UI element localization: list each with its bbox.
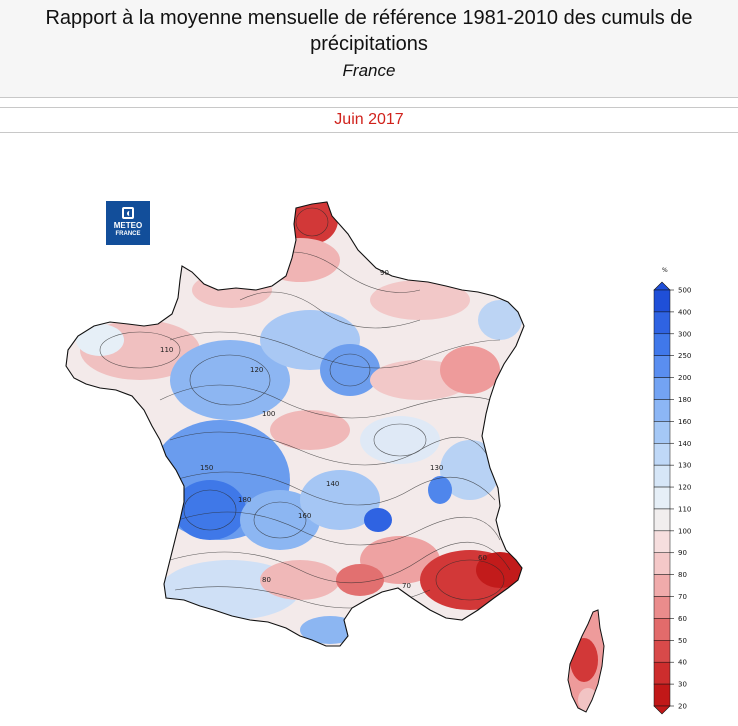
- legend-tick-label: 90: [678, 549, 687, 557]
- legend-color-band: [653, 464, 671, 488]
- legend-color-band: [653, 399, 671, 422]
- legend-color-band: [653, 289, 671, 313]
- legend-color-band: [653, 683, 671, 707]
- legend-tick-label: 300: [678, 330, 691, 338]
- legend-color-band: [653, 574, 671, 597]
- contour-label: 110: [160, 346, 173, 354]
- legend-color-band: [653, 508, 671, 532]
- legend-color-band: [653, 640, 671, 663]
- legend-tick-label: 160: [678, 418, 691, 426]
- corse-outline: [567, 609, 605, 713]
- france-fill: [66, 202, 524, 646]
- legend-color-band: [653, 618, 671, 641]
- france-outline: [65, 201, 525, 647]
- legend-tick-label: 400: [678, 308, 691, 316]
- legend-unit: %: [662, 267, 668, 274]
- legend-color-band: [653, 530, 671, 553]
- legend-color-band: [653, 377, 671, 400]
- legend-color-band: [653, 311, 671, 335]
- legend-tick-label: 70: [678, 593, 687, 601]
- legend-tick-label: 60: [678, 615, 687, 623]
- legend-tick-label: 140: [678, 440, 691, 448]
- legend-color-band: [653, 596, 671, 619]
- france-precipitation-map: 90 120 100 160 180 80 70 60 110 130 140 …: [65, 201, 605, 713]
- legend-tick-label: 250: [678, 352, 691, 360]
- header: Rapport à la moyenne mensuelle de référe…: [0, 0, 738, 98]
- meteo-france-logo: METEO FRANCE: [106, 201, 150, 245]
- contour-label: 140: [326, 480, 339, 488]
- legend-tick-label: 50: [678, 637, 687, 645]
- contour-label: 160: [298, 512, 311, 520]
- map-area: 90 120 100 160 180 80 70 60 110 130 140 …: [0, 140, 738, 726]
- legend-color-band: [653, 421, 671, 444]
- legend-color-band: [653, 661, 671, 685]
- legend-tick-label: 30: [678, 681, 687, 689]
- legend-tick-label: 130: [678, 462, 691, 470]
- legend-color-band: [653, 486, 671, 510]
- contour-label: 130: [430, 464, 443, 472]
- meteo-france-logo-icon: [122, 207, 134, 219]
- legend-tick-label: 500: [678, 287, 691, 295]
- legend-tick-label: 180: [678, 396, 691, 404]
- legend-tick-label: 110: [678, 505, 691, 513]
- legend-tick-label: 100: [678, 527, 691, 535]
- contour-value-labels: 90 120 100 160 180 80 70 60 110 130 140 …: [160, 269, 487, 590]
- contour-label: 180: [238, 496, 251, 504]
- legend-arrow-top: [653, 281, 671, 291]
- logo-text-line2: FRANCE: [115, 231, 141, 237]
- legend-arrow-bottom: [653, 705, 671, 715]
- contour-label: 80: [262, 576, 271, 584]
- period-label: Juin 2017: [0, 107, 738, 133]
- contour-label: 70: [402, 582, 411, 590]
- legend-tick-label: 80: [678, 571, 687, 579]
- contour-label: 150: [200, 464, 213, 472]
- logo-text-line1: METEO: [113, 221, 143, 230]
- contour-label: 120: [250, 366, 263, 374]
- contour-label: 90: [380, 269, 389, 277]
- contour-label: 60: [478, 554, 487, 562]
- legend-tick-label: 40: [678, 659, 687, 667]
- legend-tick-label: 20: [678, 703, 687, 711]
- legend-color-band: [653, 333, 671, 356]
- page-title: Rapport à la moyenne mensuelle de référe…: [45, 7, 693, 55]
- legend-color-band: [653, 443, 671, 466]
- legend-tick-label: 200: [678, 374, 691, 382]
- legend-color-band: [653, 552, 671, 575]
- legend-color-band: [653, 355, 671, 378]
- contour-label: 100: [262, 410, 275, 418]
- page-subtitle: France: [342, 61, 396, 80]
- legend-tick-label: 120: [678, 484, 691, 492]
- color-scale-legend: % 500 400 300 250 200 180 160 140 130 120 110 100 90…: [653, 267, 691, 715]
